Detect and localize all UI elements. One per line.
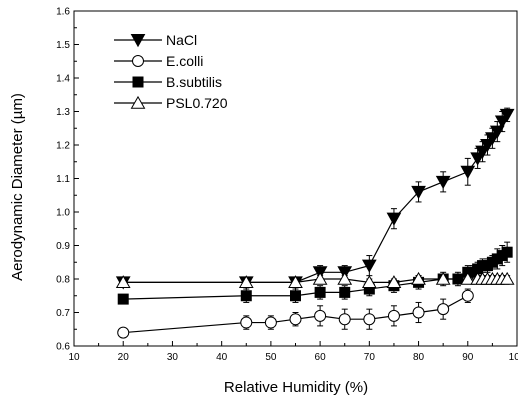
legend-marker <box>130 95 146 109</box>
data-point <box>238 275 254 289</box>
data-point <box>387 309 400 322</box>
plot-area <box>115 107 515 339</box>
data-point <box>460 165 476 180</box>
data-point <box>411 271 426 285</box>
axes: 10 20 30 40 50 60 70 80 90 100 0.6 0.7 0.8 0.9 1.0 1.1 1… <box>56 7 518 364</box>
data-point <box>361 259 377 273</box>
data-point <box>461 289 474 302</box>
data-point <box>386 275 402 289</box>
y-tick-label: 1.0 <box>56 208 70 219</box>
data-point <box>339 286 351 298</box>
data-point <box>501 246 513 258</box>
x-tick-label: 10 <box>68 352 80 363</box>
legend: NaCl E.colli B.subtilis PSL0.720 <box>114 32 228 111</box>
data-point <box>240 316 253 329</box>
y-tick-label: 1.5 <box>56 40 70 51</box>
y-tick-label: 0.8 <box>56 275 70 286</box>
y-axis-label: Aerodynamic Diameter (µm) <box>9 93 26 281</box>
data-point <box>240 290 252 302</box>
data-point <box>115 275 131 289</box>
legend-item-e-colli: E.colli <box>114 53 203 69</box>
data-point <box>499 271 515 285</box>
legend-item-nacl: NaCl <box>114 32 197 48</box>
x-tick-label: 100 <box>509 352 518 363</box>
y-tick-label: 1.1 <box>56 174 70 185</box>
x-tick-label: 30 <box>167 352 179 363</box>
legend-marker <box>132 55 144 67</box>
data-point <box>411 185 426 200</box>
data-point <box>288 275 303 289</box>
series-b-subtilis <box>117 241 513 305</box>
data-point <box>314 309 327 322</box>
data-point <box>361 275 377 289</box>
data-point <box>289 313 302 326</box>
data-point <box>363 313 376 326</box>
y-tick-label: 1.6 <box>56 7 70 18</box>
x-tick-label: 40 <box>216 352 228 363</box>
x-axis-label: Relative Humidity (%) <box>224 379 368 396</box>
data-point <box>117 293 129 305</box>
data-point <box>117 326 130 339</box>
x-tick-label: 90 <box>462 352 474 363</box>
x-tick-label: 20 <box>118 352 130 363</box>
data-point <box>412 306 425 319</box>
series-line-nacl <box>123 114 508 283</box>
legend-marker <box>130 33 146 48</box>
data-point <box>435 271 451 285</box>
data-point <box>489 125 505 139</box>
legend-item-psl0-720: PSL0.720 <box>114 95 228 111</box>
data-point <box>312 271 328 285</box>
data-point <box>460 271 476 285</box>
y-tick-label: 0.9 <box>56 241 70 252</box>
legend-label: NaCl <box>166 32 197 48</box>
data-point <box>435 175 451 190</box>
data-point <box>290 290 301 302</box>
y-tick-label: 1.4 <box>56 74 70 85</box>
data-point <box>264 316 277 329</box>
x-tick-label: 50 <box>265 352 277 363</box>
data-point <box>314 286 326 298</box>
legend-label: PSL0.720 <box>166 95 228 111</box>
legend-item-b-subtilis: B.subtilis <box>114 74 222 90</box>
legend-label: B.subtilis <box>166 74 222 90</box>
legend-marker <box>132 76 144 88</box>
series-psl0-720 <box>115 271 515 289</box>
data-point <box>386 212 402 226</box>
series-nacl <box>115 107 515 290</box>
x-tick-label: 70 <box>364 352 376 363</box>
y-tick-label: 0.7 <box>56 308 70 319</box>
data-point <box>337 271 353 285</box>
series-e-colli <box>117 288 474 339</box>
data-point <box>499 108 515 123</box>
y-tick-label: 0.6 <box>56 342 70 353</box>
data-point <box>437 303 450 316</box>
x-tick-label: 80 <box>413 352 425 363</box>
y-tick-label: 1.2 <box>56 141 70 152</box>
data-point <box>338 313 351 326</box>
legend-label: E.colli <box>166 53 203 69</box>
x-tick-label: 60 <box>315 352 327 363</box>
y-tick-label: 1.3 <box>56 107 70 118</box>
